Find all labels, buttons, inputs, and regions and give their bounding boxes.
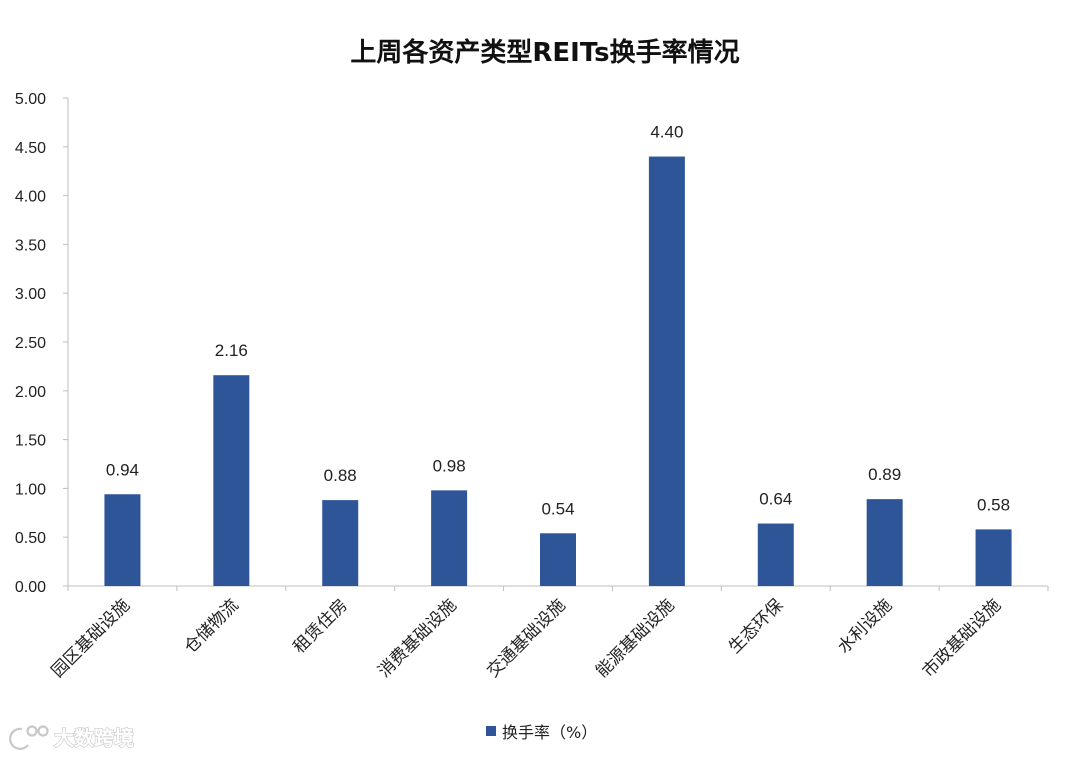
bar (975, 529, 1012, 586)
category-label: 交通基础设施 (483, 595, 569, 681)
y-tick-label: 0.00 (15, 579, 46, 596)
category-label: 消费基础设施 (374, 595, 460, 681)
y-tick-label: 3.00 (15, 286, 46, 303)
y-tick-label: 2.00 (15, 384, 46, 401)
category-labels: 园区基础设施 仓储物流 租赁住房 消费基础设施 交通基础设施 能源基础设施 生态环保 水利设施… (48, 595, 1005, 681)
data-label: 4.40 (650, 123, 683, 142)
y-tick-label: 1.00 (15, 481, 46, 498)
y-tick-label: 1.50 (15, 433, 46, 450)
category-label: 租赁住房 (290, 595, 352, 657)
watermark-text: 大数跨境 (54, 726, 134, 750)
data-labels: 0.94 2.16 0.88 0.98 0.54 4.40 0.64 0.89 0.58 (106, 123, 1010, 519)
bar (322, 500, 359, 586)
data-label: 0.54 (541, 499, 574, 518)
y-axis: 0.00 0.50 1.00 1.50 2.00 2.50 3.00 3.50 4.00 4.50… (15, 91, 69, 596)
category-label: 仓储物流 (181, 595, 243, 657)
watermark: 大数跨境 (9, 725, 135, 751)
data-label: 0.94 (106, 460, 139, 479)
bar (540, 533, 576, 586)
category-label: 能源基础设施 (592, 595, 678, 681)
bar (757, 523, 794, 586)
y-tick-label: 4.00 (15, 189, 46, 206)
legend: 换手率（%） (486, 723, 597, 742)
bar (866, 499, 903, 586)
y-tick-label: 2.50 (15, 335, 46, 352)
category-label: 水利设施 (834, 595, 896, 657)
legend-swatch (486, 726, 496, 736)
y-tick-label: 5.00 (15, 91, 46, 108)
watermark-logo-icon (9, 725, 49, 750)
data-label: 0.58 (977, 495, 1010, 514)
bar (648, 156, 685, 586)
legend-label: 换手率（%） (502, 723, 597, 742)
chart-title: 上周各资产类型REITs换手率情况 (350, 37, 739, 68)
data-label: 0.89 (868, 465, 901, 484)
data-label: 0.64 (759, 490, 792, 509)
y-tick-label: 3.50 (15, 237, 46, 254)
bar (213, 375, 250, 586)
category-label: 市政基础设施 (919, 595, 1005, 681)
y-tick-label: 4.50 (15, 140, 46, 157)
x-axis (67, 585, 1049, 591)
data-label: 0.88 (324, 466, 357, 485)
category-label: 园区基础设施 (48, 595, 134, 681)
data-label: 2.16 (215, 341, 248, 360)
data-label: 0.98 (433, 456, 466, 475)
bar (431, 490, 468, 586)
category-label: 生态环保 (725, 595, 787, 657)
y-tick-label: 0.50 (15, 530, 46, 547)
bar (104, 494, 141, 586)
bar-series (104, 156, 1012, 586)
